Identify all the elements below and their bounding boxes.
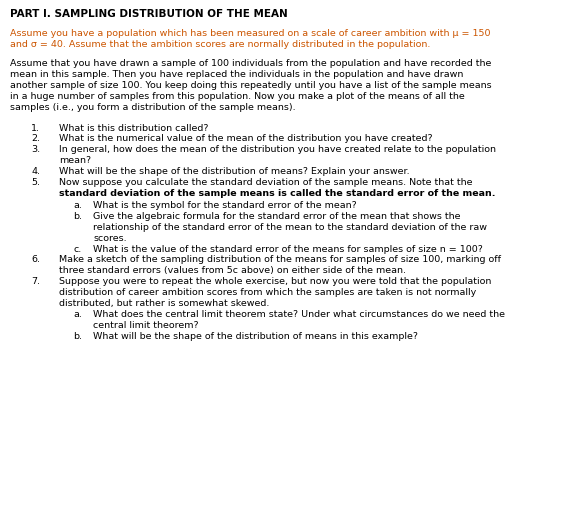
- Text: What is the numerical value of the mean of the distribution you have created?: What is the numerical value of the mean …: [59, 134, 433, 143]
- Text: b.: b.: [73, 332, 82, 341]
- Text: distributed, but rather is somewhat skewed.: distributed, but rather is somewhat skew…: [59, 299, 270, 308]
- Text: mean?: mean?: [59, 156, 91, 165]
- Text: distribution of career ambition scores from which the samples are taken is not n: distribution of career ambition scores f…: [59, 288, 477, 297]
- Text: c.: c.: [73, 244, 82, 254]
- Text: relationship of the standard error of the mean to the standard deviation of the : relationship of the standard error of th…: [93, 223, 487, 232]
- Text: mean in this sample. Then you have replaced the individuals in the population an: mean in this sample. Then you have repla…: [10, 70, 464, 79]
- Text: samples (i.e., you form a distribution of the sample means).: samples (i.e., you form a distribution o…: [10, 103, 296, 112]
- Text: Now suppose you calculate the standard deviation of the sample means. Note that : Now suppose you calculate the standard d…: [59, 178, 473, 187]
- Text: What will be the shape of the distribution of means? Explain your answer.: What will be the shape of the distributi…: [59, 167, 410, 176]
- Text: In general, how does the mean of the distribution you have created relate to the: In general, how does the mean of the dis…: [59, 146, 496, 155]
- Text: 3.: 3.: [31, 146, 40, 155]
- Text: What will be the shape of the distribution of means in this example?: What will be the shape of the distributi…: [93, 332, 418, 341]
- Text: 5.: 5.: [31, 178, 40, 187]
- Text: central limit theorem?: central limit theorem?: [93, 321, 199, 330]
- Text: in a huge number of samples from this population. Now you make a plot of the mea: in a huge number of samples from this po…: [10, 92, 465, 101]
- Text: a.: a.: [73, 310, 82, 319]
- Text: a.: a.: [73, 201, 82, 210]
- Text: 2.: 2.: [31, 134, 40, 143]
- Text: standard deviation of the sample means is called the standard error of the mean.: standard deviation of the sample means i…: [59, 189, 496, 198]
- Text: Suppose you were to repeat the whole exercise, but now you were told that the po: Suppose you were to repeat the whole exe…: [59, 277, 492, 286]
- Text: scores.: scores.: [93, 234, 127, 243]
- Text: three standard errors (values from 5c above) on either side of the mean.: three standard errors (values from 5c ab…: [59, 266, 406, 275]
- Text: 1.: 1.: [31, 124, 40, 133]
- Text: 6.: 6.: [31, 256, 40, 265]
- Text: What is this distribution called?: What is this distribution called?: [59, 124, 209, 133]
- Text: another sample of size 100. You keep doing this repeatedly until you have a list: another sample of size 100. You keep doi…: [10, 81, 492, 90]
- Text: What is the symbol for the standard error of the mean?: What is the symbol for the standard erro…: [93, 201, 357, 210]
- Text: Make a sketch of the sampling distribution of the means for samples of size 100,: Make a sketch of the sampling distributi…: [59, 256, 501, 265]
- Text: 7.: 7.: [31, 277, 40, 286]
- Text: Give the algebraic formula for the standard error of the mean that shows the: Give the algebraic formula for the stand…: [93, 212, 461, 221]
- Text: PART I. SAMPLING DISTRIBUTION OF THE MEAN: PART I. SAMPLING DISTRIBUTION OF THE MEA…: [10, 9, 288, 19]
- Text: 4.: 4.: [31, 167, 40, 176]
- Text: Assume that you have drawn a sample of 100 individuals from the population and h: Assume that you have drawn a sample of 1…: [10, 59, 492, 68]
- Text: What does the central limit theorem state? Under what circumstances do we need t: What does the central limit theorem stat…: [93, 310, 505, 319]
- Text: and σ = 40. Assume that the ambition scores are normally distributed in the popu: and σ = 40. Assume that the ambition sco…: [10, 40, 430, 49]
- Text: Assume you have a population which has been measured on a scale of career ambiti: Assume you have a population which has b…: [10, 29, 491, 38]
- Text: What is the value of the standard error of the means for samples of size n = 100: What is the value of the standard error …: [93, 244, 483, 254]
- Text: b.: b.: [73, 212, 82, 221]
